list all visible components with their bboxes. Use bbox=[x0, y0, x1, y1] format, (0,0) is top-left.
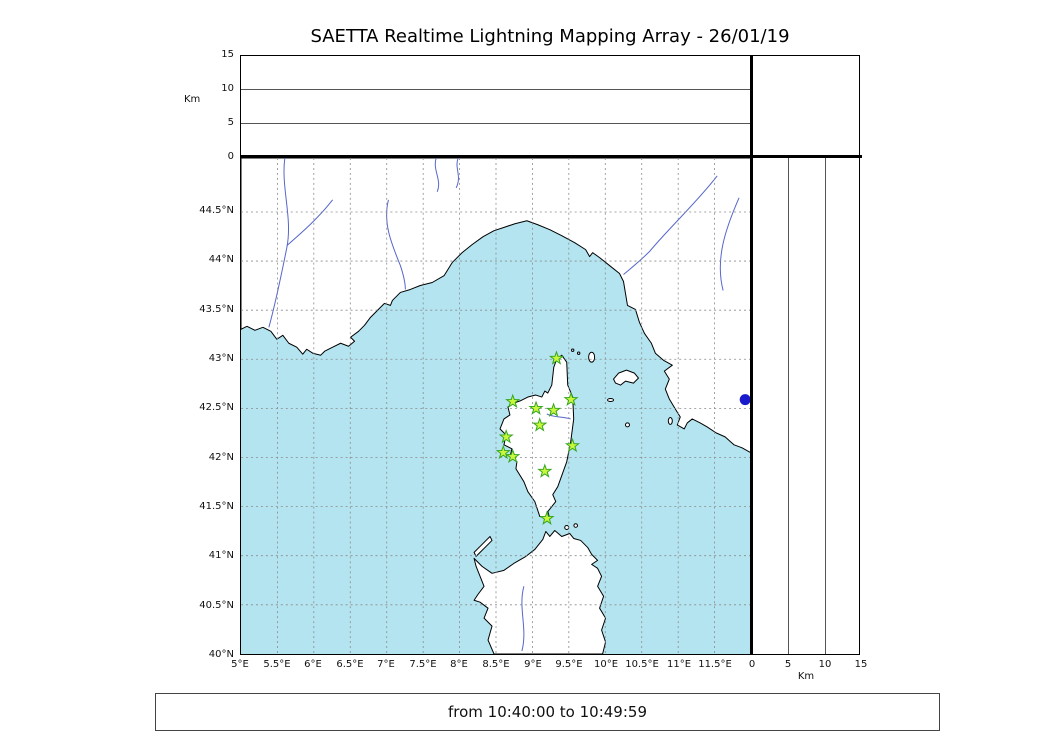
panel-separator-vertical bbox=[750, 55, 753, 655]
lon-tick-label: 11°E bbox=[666, 659, 692, 670]
lat-tick-label: 41°N bbox=[208, 550, 234, 561]
time-range-box: from 10:40:00 to 10:49:59 bbox=[155, 693, 940, 731]
altitude-vs-lon-panel bbox=[240, 55, 752, 157]
capraia-island bbox=[588, 351, 596, 363]
right-axis-tick-5: 5 bbox=[784, 659, 792, 670]
lon-tick-label: 7°E bbox=[377, 659, 395, 670]
lma-station-marker bbox=[495, 444, 511, 460]
lat-tick-label: 42°N bbox=[208, 452, 234, 463]
lma-station-marker bbox=[505, 448, 521, 464]
right-panel-gridline-5km bbox=[788, 158, 789, 654]
lat-tick-label: 42.5°N bbox=[199, 402, 234, 413]
lightning-event-marker bbox=[739, 394, 751, 406]
lon-tick-label: 7.5°E bbox=[409, 659, 437, 670]
top-axis-tick-10: 10 bbox=[221, 83, 234, 94]
right-axis-tick-10: 10 bbox=[818, 659, 832, 670]
station-markers-layer bbox=[495, 350, 581, 525]
maddalena-islet-1 bbox=[564, 525, 570, 530]
lat-tick-label: 44.5°N bbox=[199, 205, 234, 216]
lon-tick-label: 5.5°E bbox=[263, 659, 291, 670]
lma-station-marker bbox=[505, 393, 521, 409]
lon-tick-label: 11.5°E bbox=[698, 659, 732, 670]
map-panel bbox=[240, 157, 752, 655]
lon-tick-label: 9.5°E bbox=[555, 659, 583, 670]
time-range-text: from 10:40:00 to 10:49:59 bbox=[447, 703, 647, 721]
lma-station-marker bbox=[528, 400, 544, 415]
lma-station-marker bbox=[564, 437, 581, 453]
lma-station-marker bbox=[537, 463, 553, 478]
right-panel-gridline-10km bbox=[825, 158, 826, 654]
lat-tick-label: 43.5°N bbox=[199, 304, 234, 315]
lat-tick-label: 40.5°N bbox=[199, 600, 234, 611]
lon-tick-label: 9°E bbox=[524, 659, 542, 670]
altitude-vs-lat-panel bbox=[752, 157, 860, 655]
sardinia-coast bbox=[473, 530, 607, 654]
river-small-1 bbox=[434, 158, 440, 193]
map-canvas bbox=[241, 158, 751, 654]
top-axis-tick-5: 5 bbox=[227, 117, 234, 128]
corner-panel bbox=[752, 55, 860, 157]
lon-tick-label: 5°E bbox=[231, 659, 249, 670]
mainland-france-italy-coast bbox=[241, 158, 751, 454]
lma-station-marker bbox=[548, 350, 565, 365]
lat-tick-label: 40°N bbox=[208, 649, 234, 660]
lon-tick-label: 6°E bbox=[304, 659, 322, 670]
capcorse-islet-1 bbox=[571, 348, 575, 352]
lon-tick-label: 10°E bbox=[593, 659, 619, 670]
lat-tick-label: 43°N bbox=[208, 353, 234, 364]
lon-tick-label: 8.5°E bbox=[482, 659, 510, 670]
river-rhone bbox=[268, 158, 290, 328]
right-axis-label: Km bbox=[797, 671, 815, 682]
pianosa-island bbox=[607, 398, 615, 403]
right-axis-tick-0: 0 bbox=[748, 659, 756, 670]
landmasses bbox=[241, 158, 751, 654]
lma-station-marker bbox=[539, 510, 555, 525]
right-axis-tick-15: 15 bbox=[854, 659, 868, 670]
elba-island bbox=[613, 369, 639, 386]
maddalena-islet-2 bbox=[573, 523, 578, 528]
top-axis-tick-0: 0 bbox=[227, 151, 234, 162]
panel-separator-horizontal bbox=[240, 155, 862, 158]
lma-station-marker bbox=[545, 402, 562, 417]
river-tiber bbox=[719, 197, 740, 291]
lma-station-marker bbox=[498, 429, 514, 444]
lon-tick-label: 6.5°E bbox=[336, 659, 364, 670]
lon-tick-label: 8°E bbox=[450, 659, 468, 670]
lat-tick-label: 44°N bbox=[208, 254, 234, 265]
river-sardinia bbox=[521, 586, 525, 652]
river-small-2 bbox=[455, 158, 459, 189]
map-gridlines bbox=[241, 158, 751, 654]
montecristo-island bbox=[624, 422, 630, 428]
lma-station-marker bbox=[532, 417, 548, 432]
top-axis-label: Km bbox=[184, 94, 201, 105]
river-durance bbox=[286, 199, 334, 247]
figure-title: SAETTA Realtime Lightning Mapping Array … bbox=[310, 26, 790, 47]
giglio-island bbox=[667, 416, 673, 425]
lma-station-marker bbox=[563, 391, 579, 407]
lat-tick-label: 41.5°N bbox=[199, 501, 234, 512]
top-panel-gridline-10km bbox=[241, 89, 751, 90]
capcorse-islet-2 bbox=[576, 351, 581, 355]
rivers bbox=[268, 158, 740, 652]
lon-tick-label: 10.5°E bbox=[625, 659, 659, 670]
asinara-island bbox=[473, 535, 493, 557]
river-arno bbox=[623, 175, 718, 275]
top-axis-tick-15: 15 bbox=[221, 49, 234, 60]
top-panel-gridline-5km bbox=[241, 123, 751, 124]
